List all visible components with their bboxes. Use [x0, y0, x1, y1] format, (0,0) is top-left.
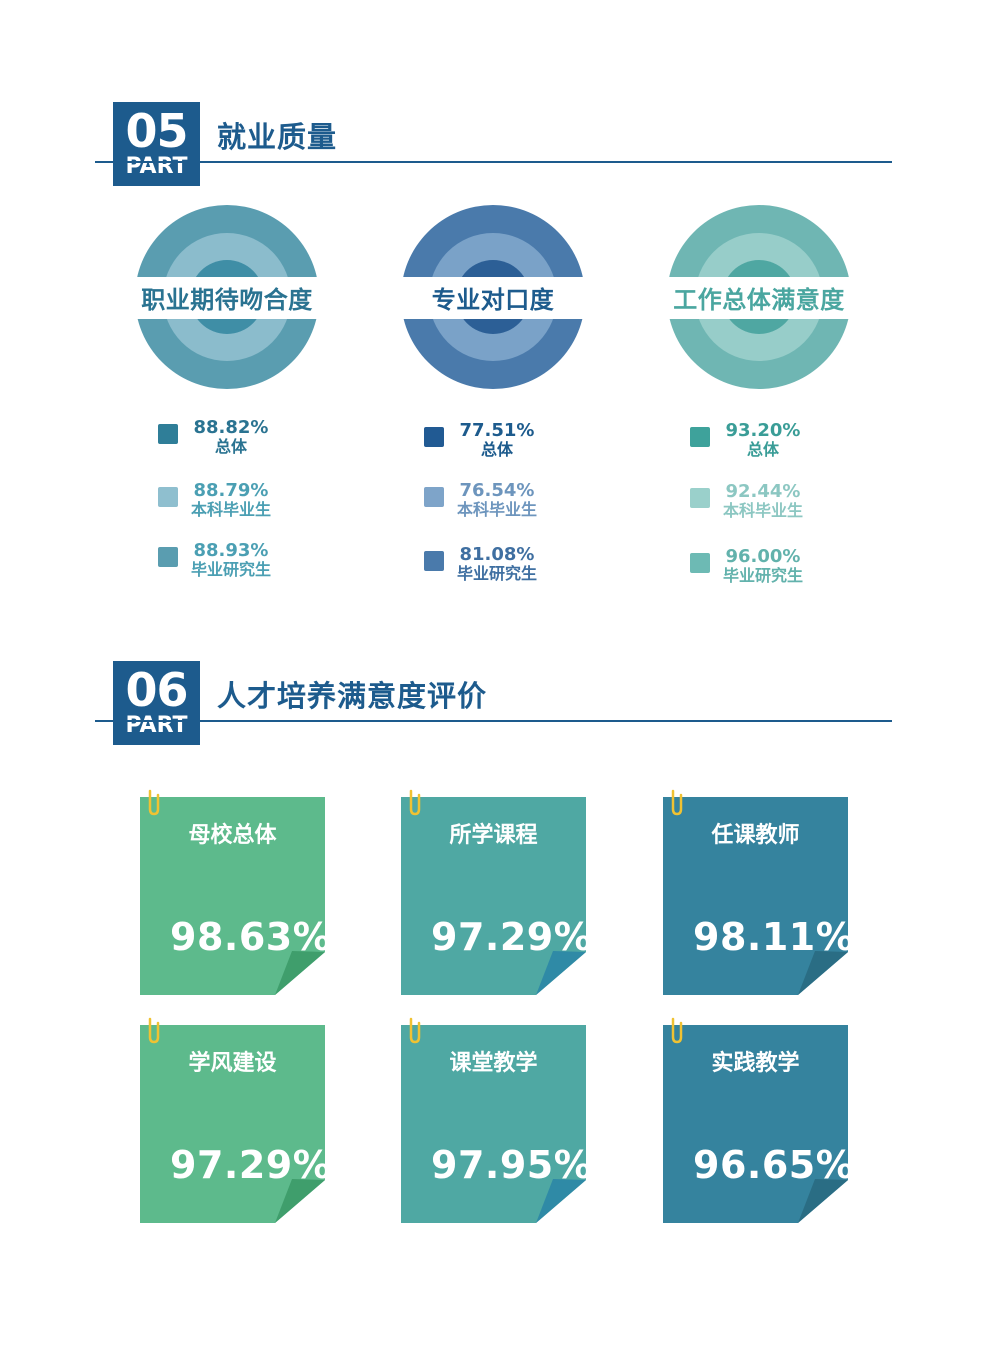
paper-clip-icon [148, 1017, 160, 1044]
legend-swatch [690, 427, 710, 447]
section-number: 05 [125, 104, 188, 158]
legend-item: 93.20% 总体 [690, 421, 850, 465]
sticky-note-icon [140, 1025, 325, 1223]
satisfaction-note: 课堂教学 97.95% [401, 1017, 592, 1223]
section-part-label: PART [125, 713, 188, 738]
legend-item: 88.82% 总体 [158, 418, 318, 462]
legend-item: 77.51% 总体 [424, 421, 584, 465]
section-badge: 06 PART [113, 661, 200, 745]
satisfaction-note: 实践教学 96.65% [663, 1017, 854, 1223]
circle-chart: 工作总体满意度 [664, 205, 854, 390]
legend-value: 77.51% [459, 420, 535, 441]
circle-title: 专业对口度 [431, 286, 555, 314]
note-label: 实践教学 [711, 1051, 800, 1076]
note-label: 母校总体 [188, 823, 277, 848]
legend-item: 88.93% 毕业研究生 [158, 541, 318, 585]
satisfaction-note: 所学课程 97.29% [401, 789, 592, 995]
legend-label: 本科毕业生 [722, 501, 803, 520]
title-band [398, 277, 588, 319]
section-badge: 05 PART [113, 102, 200, 186]
sticky-note-icon [140, 797, 325, 995]
note-value: 97.29% [431, 915, 593, 959]
satisfaction-note: 母校总体 98.63% [140, 789, 331, 995]
legend-swatch [158, 547, 178, 567]
sticky-note-icon [663, 797, 848, 995]
note-label: 所学课程 [449, 823, 538, 848]
note-label: 学风建设 [188, 1051, 277, 1076]
section-title: 就业质量 [217, 120, 338, 154]
legend-value: 92.44% [725, 481, 801, 502]
note-value: 96.65% [693, 1143, 855, 1187]
legend-label: 总体 [746, 440, 779, 459]
title-band [664, 277, 854, 319]
note-label: 任课教师 [711, 823, 800, 848]
sticky-note-icon [663, 1025, 848, 1223]
legend-label: 毕业研究生 [190, 560, 271, 579]
paper-clip-icon [148, 789, 160, 816]
legend-value: 81.08% [459, 544, 535, 565]
legend-swatch [424, 427, 444, 447]
section-number: 06 [125, 663, 188, 717]
circle-chart: 专业对口度 [398, 205, 588, 390]
satisfaction-note: 任课教师 98.11% [663, 789, 854, 995]
legend-value: 88.93% [193, 540, 269, 561]
legend-label: 总体 [214, 437, 247, 456]
paper-clip-icon [671, 1017, 683, 1044]
legend-swatch [158, 424, 178, 444]
legend-label: 总体 [480, 440, 513, 459]
section-06-header: 06 PART 人才培养满意度评价 [95, 661, 892, 745]
section-part-label: PART [125, 154, 188, 179]
title-band [132, 277, 322, 319]
satisfaction-note: 学风建设 97.29% [140, 1017, 331, 1223]
paper-clip-icon [409, 1017, 421, 1044]
legend-label: 毕业研究生 [722, 566, 803, 585]
paper-clip-icon [409, 789, 421, 816]
section-divider [95, 161, 892, 163]
section-divider [95, 720, 892, 722]
note-label: 课堂教学 [449, 1051, 538, 1076]
legend-swatch [690, 553, 710, 573]
legend-value: 76.54% [459, 480, 535, 501]
legend-value: 88.79% [193, 480, 269, 501]
legend-swatch [424, 487, 444, 507]
section-title: 人才培养满意度评价 [217, 679, 488, 713]
circle-title: 职业期待吻合度 [141, 286, 313, 314]
legend-item: 92.44% 本科毕业生 [690, 482, 850, 526]
legend-label: 毕业研究生 [456, 564, 537, 583]
legend-item: 76.54% 本科毕业生 [424, 481, 584, 525]
legend-item: 88.79% 本科毕业生 [158, 481, 318, 525]
legend-swatch [158, 487, 178, 507]
note-value: 98.11% [693, 915, 855, 959]
legend-label: 本科毕业生 [456, 500, 537, 519]
legend-value: 88.82% [193, 417, 269, 438]
legend-value: 96.00% [725, 546, 801, 567]
legend-item: 81.08% 毕业研究生 [424, 545, 584, 589]
circle-title: 工作总体满意度 [673, 286, 845, 314]
sticky-note-icon [401, 1025, 586, 1223]
note-value: 97.29% [170, 1143, 332, 1187]
section-05-header: 05 PART 就业质量 [95, 102, 892, 186]
note-value: 97.95% [431, 1143, 593, 1187]
legend-swatch [424, 551, 444, 571]
note-value: 98.63% [170, 915, 332, 959]
paper-clip-icon [671, 789, 683, 816]
concentric-circles-icon [664, 205, 854, 389]
legend-label: 本科毕业生 [190, 500, 271, 519]
legend-value: 93.20% [725, 420, 801, 441]
circle-chart: 职业期待吻合度 [132, 205, 322, 390]
legend-item: 96.00% 毕业研究生 [690, 547, 850, 591]
sticky-note-icon [401, 797, 586, 995]
concentric-circles-icon [132, 205, 322, 389]
legend-swatch [690, 488, 710, 508]
concentric-circles-icon [398, 205, 588, 389]
